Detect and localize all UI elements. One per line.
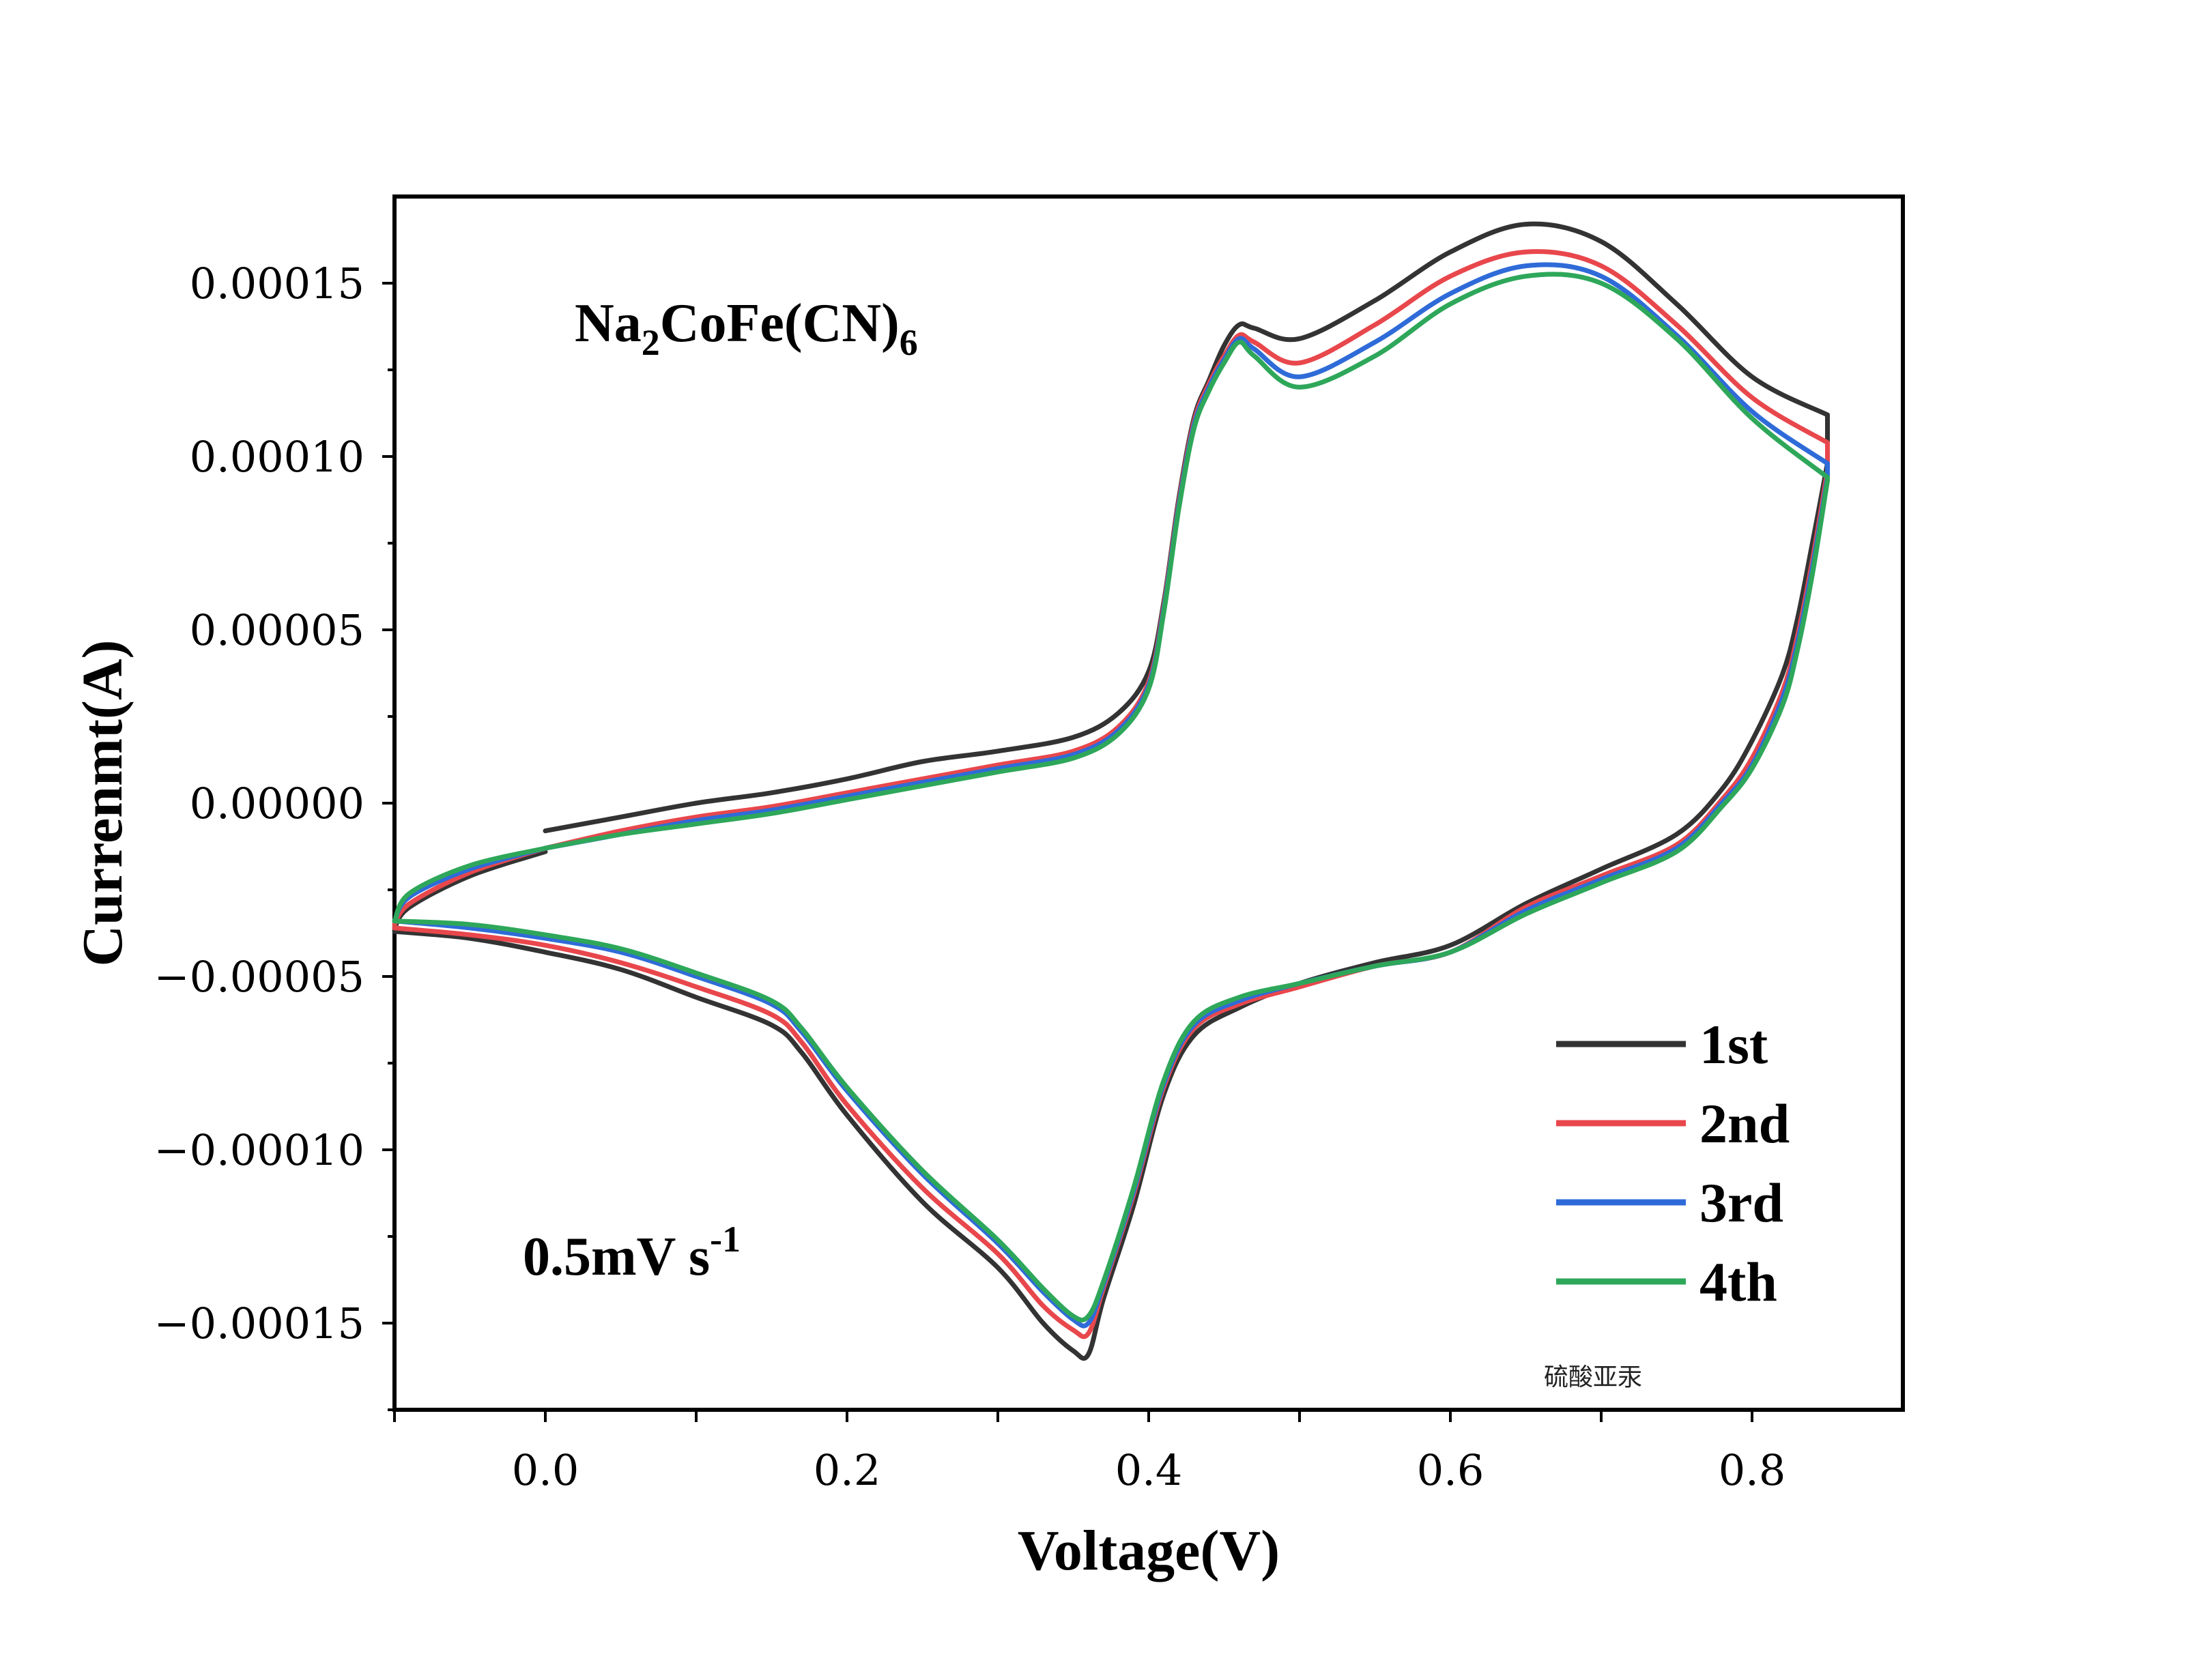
x-tick-labels: 0.0 0.2 0.4 0.6 0.8 bbox=[512, 1445, 1786, 1495]
y-tick-label: −0.00010 bbox=[154, 1125, 364, 1175]
x-tick-label: 0.8 bbox=[1719, 1445, 1786, 1495]
series-4th bbox=[392, 272, 1830, 1323]
x-tick-label: 0.6 bbox=[1417, 1445, 1484, 1495]
series-line-cathodic bbox=[392, 461, 1830, 1361]
series-2nd bbox=[392, 249, 1830, 1339]
legend-label: 3rd bbox=[1699, 1172, 1783, 1234]
legend: 1st 2nd 3rd 4th bbox=[1556, 1013, 1790, 1313]
series-line-cathodic bbox=[392, 475, 1830, 1329]
series-line-anodic bbox=[543, 272, 1830, 851]
scan-rate-main: 0.5mV s bbox=[523, 1227, 710, 1287]
series-line-cathodic bbox=[392, 467, 1830, 1339]
compound-sub-2: 6 bbox=[900, 322, 918, 363]
y-tick-labels: 0.00015 0.00010 0.00005 0.00000 −0.00005 −0.0… bbox=[154, 259, 364, 1348]
y-tick-label: 0.00010 bbox=[190, 432, 364, 482]
y-tick-label: −0.00015 bbox=[154, 1299, 364, 1348]
legend-label: 1st bbox=[1699, 1013, 1768, 1075]
series-line-cathodic bbox=[392, 478, 1830, 1323]
axis-ticks bbox=[382, 282, 1753, 1422]
y-axis-title: Currenmt(A) bbox=[71, 640, 134, 967]
scan-rate-annotation: 0.5mV s-1 bbox=[523, 1219, 741, 1287]
x-tick-label: 0.0 bbox=[512, 1445, 579, 1495]
series-1st bbox=[392, 221, 1830, 1361]
compound-sub-1: 2 bbox=[642, 322, 660, 363]
series-lines bbox=[392, 221, 1830, 1361]
compound-annotation: Na2CoFe(CN)6 bbox=[575, 293, 918, 363]
x-tick-label: 0.2 bbox=[814, 1445, 881, 1495]
legend-label: 4th bbox=[1699, 1251, 1777, 1313]
scan-rate-sup: -1 bbox=[710, 1219, 741, 1260]
x-axis-title: Voltage(V) bbox=[1018, 1519, 1280, 1582]
x-tick-label: 0.4 bbox=[1115, 1445, 1183, 1495]
compound-pre: Na bbox=[575, 293, 642, 353]
y-tick-label: 0.00005 bbox=[190, 605, 364, 655]
y-tick-label: −0.00005 bbox=[154, 952, 364, 1002]
legend-label: 2nd bbox=[1699, 1092, 1790, 1155]
series-line-return bbox=[392, 845, 548, 924]
y-tick-label: 0.00015 bbox=[190, 259, 364, 308]
compound-mid: CoFe(CN) bbox=[660, 293, 900, 353]
series-3rd bbox=[392, 262, 1830, 1329]
watermark: 硫酸亚汞 bbox=[1544, 1363, 1642, 1391]
y-tick-label: 0.00000 bbox=[190, 779, 364, 828]
